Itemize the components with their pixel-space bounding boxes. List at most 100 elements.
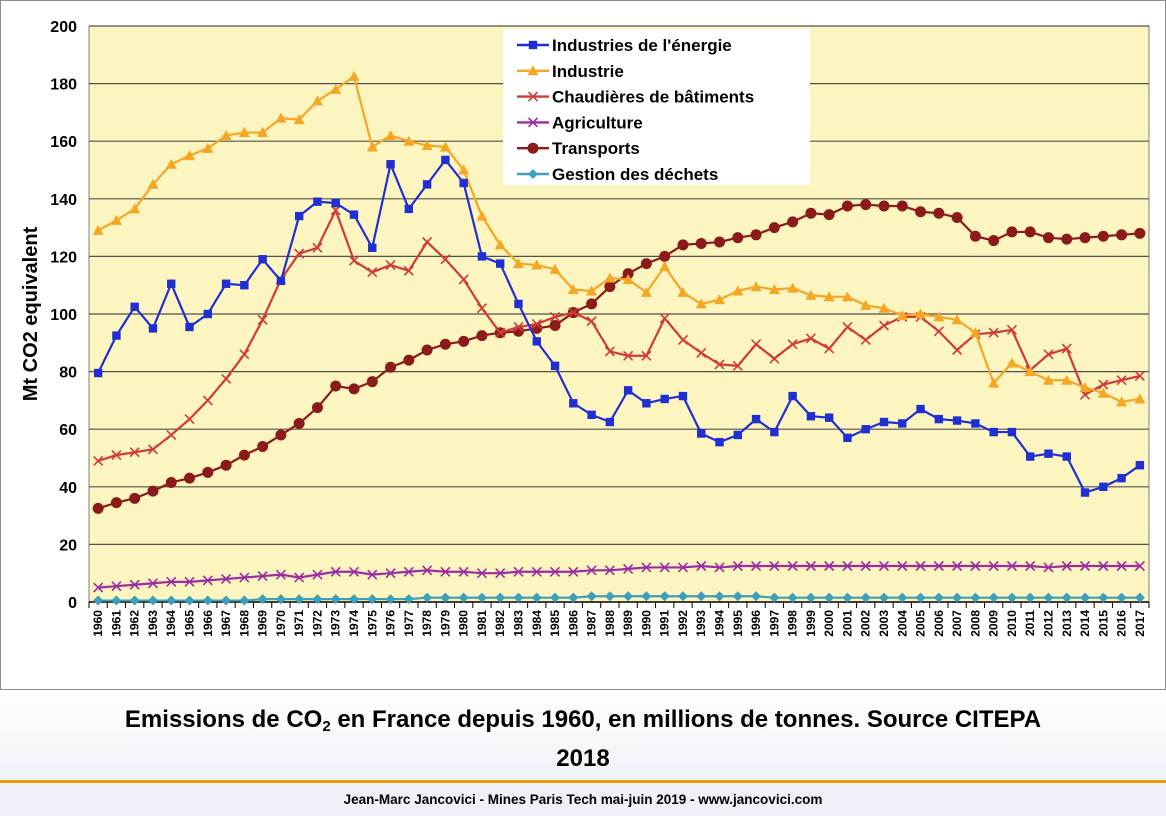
data-point — [495, 327, 506, 338]
data-point — [531, 319, 542, 330]
data-point — [348, 566, 360, 577]
data-point — [312, 594, 323, 605]
x-tick-label: 1967 — [219, 610, 233, 637]
data-point — [403, 566, 414, 577]
data-point — [275, 429, 287, 441]
data-point — [1006, 560, 1017, 572]
x-tick-label: 2006 — [932, 610, 946, 637]
data-point — [386, 160, 395, 169]
data-point — [512, 258, 524, 269]
data-point — [202, 395, 213, 406]
data-point — [367, 569, 378, 580]
x-tick-label: 2003 — [877, 610, 891, 637]
data-point — [1061, 374, 1073, 385]
data-point — [111, 581, 122, 592]
data-point — [348, 70, 360, 81]
data-point — [549, 566, 561, 577]
data-point — [587, 410, 596, 419]
data-point — [695, 298, 707, 309]
data-point — [312, 242, 323, 253]
data-point — [202, 575, 213, 586]
data-point — [385, 259, 396, 271]
y-tick-label: 200 — [50, 19, 77, 36]
x-tick-label: 1961 — [109, 610, 123, 637]
data-point — [148, 324, 158, 333]
x-tick-label: 1988 — [603, 610, 617, 637]
data-point — [714, 562, 725, 573]
x-tick-label: 1962 — [128, 610, 142, 637]
data-point — [166, 576, 177, 587]
data-point — [527, 117, 539, 128]
data-point — [112, 331, 121, 340]
x-tick-label: 2005 — [914, 610, 928, 637]
x-tick-label: 1980 — [457, 610, 471, 637]
data-point — [971, 419, 980, 428]
data-point — [714, 236, 726, 248]
x-tick-label: 2014 — [1078, 610, 1092, 637]
data-point — [787, 560, 798, 572]
legend: Industries de l'énergie Industrie Chaudièr… — [503, 29, 810, 185]
data-point — [440, 592, 451, 603]
data-point — [165, 158, 177, 169]
data-point — [422, 592, 433, 603]
data-point — [202, 595, 213, 606]
data-point — [550, 592, 561, 603]
legend-item: Industrie — [517, 62, 624, 81]
data-point — [696, 560, 707, 572]
data-point — [1134, 393, 1146, 404]
data-point — [422, 236, 433, 248]
y-tick-label: 140 — [50, 192, 77, 209]
x-tick-label: 2002 — [859, 610, 873, 637]
data-point — [532, 337, 541, 346]
data-point — [185, 322, 194, 332]
data-point — [147, 444, 159, 455]
y-axis-label: Mt CO2 equivalent — [20, 226, 42, 401]
data-point — [605, 417, 615, 427]
x-tick-label: 1995 — [731, 610, 745, 637]
data-point — [531, 322, 543, 334]
data-point — [677, 591, 688, 602]
x-tick-label: 1998 — [786, 610, 800, 637]
data-point — [970, 592, 981, 603]
data-point — [898, 419, 907, 428]
data-point — [275, 594, 286, 605]
data-point — [330, 83, 342, 94]
data-point — [1044, 449, 1053, 458]
data-point — [202, 142, 214, 153]
data-point — [952, 344, 963, 356]
x-tick-label: 1968 — [237, 610, 251, 637]
y-tick-label: 100 — [50, 307, 77, 324]
series-5 — [93, 591, 1145, 606]
data-point — [878, 302, 890, 313]
data-point — [788, 391, 797, 401]
data-point — [732, 560, 743, 572]
y-tick-label: 120 — [50, 249, 77, 266]
data-point — [458, 335, 470, 347]
data-point — [513, 321, 524, 333]
data-point — [458, 566, 469, 577]
data-point — [348, 383, 360, 395]
data-point — [239, 572, 250, 583]
data-point — [660, 394, 669, 404]
y-tick-label: 0 — [68, 595, 77, 612]
data-point — [824, 560, 835, 572]
legend-label: Transports — [552, 139, 640, 158]
legend-item: Gestion des déchets — [517, 165, 718, 184]
data-point — [841, 291, 853, 302]
data-point — [641, 350, 652, 361]
data-point — [604, 565, 615, 576]
data-point — [1079, 381, 1091, 392]
data-point — [403, 135, 415, 146]
x-tick-label: 1974 — [347, 610, 361, 637]
data-point — [952, 416, 962, 425]
data-point — [165, 476, 177, 488]
data-point — [805, 289, 817, 300]
x-tick-label: 2015 — [1096, 610, 1110, 637]
data-point — [1134, 370, 1145, 381]
data-point — [1043, 349, 1054, 360]
data-point — [366, 376, 378, 388]
data-point — [221, 279, 231, 288]
y-tick-label: 60 — [59, 422, 77, 439]
data-point — [129, 447, 140, 458]
legend-item: Agriculture — [517, 113, 643, 132]
